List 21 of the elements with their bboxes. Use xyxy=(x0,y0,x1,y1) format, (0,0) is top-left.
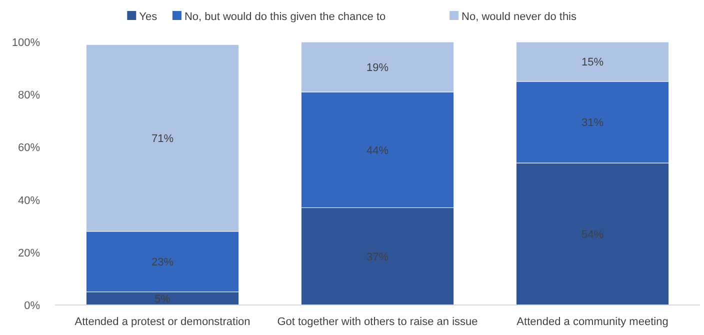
data-label: 19% xyxy=(366,62,389,74)
data-label: 15% xyxy=(581,56,604,69)
data-label: 5% xyxy=(154,293,171,306)
x-tick-label: Got together with others to raise an issue xyxy=(277,316,478,328)
data-label: 71% xyxy=(151,132,174,145)
y-tick-label: 40% xyxy=(18,194,40,207)
data-label: 31% xyxy=(581,117,604,130)
data-label: 54% xyxy=(581,228,604,241)
data-label: 23% xyxy=(151,256,174,269)
x-tick-label: Attended a community meeting xyxy=(516,316,668,328)
legend-label: No, would never do this xyxy=(462,11,577,23)
x-tick-label: Attended a protest or demonstration xyxy=(74,316,250,328)
data-label: 37% xyxy=(366,251,389,264)
legend-label: Yes xyxy=(139,11,158,23)
data-label: 44% xyxy=(366,144,389,157)
y-tick-label: 100% xyxy=(12,37,40,49)
y-tick-label: 20% xyxy=(18,247,40,260)
y-tick-label: 60% xyxy=(18,142,40,154)
legend-label: No, but would do this given the chance to xyxy=(184,11,386,23)
y-tick-label: 80% xyxy=(18,90,40,102)
y-tick-label: 0% xyxy=(24,300,40,312)
